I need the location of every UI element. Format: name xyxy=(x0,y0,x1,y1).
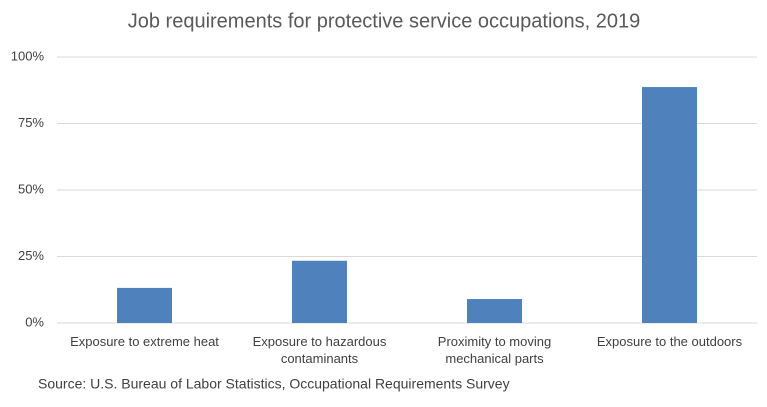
y-tick-label: 0% xyxy=(25,314,44,329)
x-tick-label: Exposure to hazardous contaminants xyxy=(252,334,387,366)
bar xyxy=(117,287,172,323)
bar xyxy=(292,260,347,323)
x-tick-label: Exposure to extreme heat xyxy=(70,334,219,349)
chart-title: Job requirements for protective service … xyxy=(128,10,641,32)
y-tick-label: 100% xyxy=(11,48,45,63)
bar xyxy=(467,299,522,323)
y-tick-label: 25% xyxy=(18,248,44,263)
source-note: Source: U.S. Bureau of Labor Statistics,… xyxy=(38,376,510,392)
y-tick-label: 75% xyxy=(18,115,44,130)
x-tick-label: Proximity to moving mechanical parts xyxy=(437,334,552,366)
bar xyxy=(642,87,697,323)
y-tick-label: 50% xyxy=(18,181,44,196)
x-tick-label: Exposure to the outdoors xyxy=(596,334,743,349)
